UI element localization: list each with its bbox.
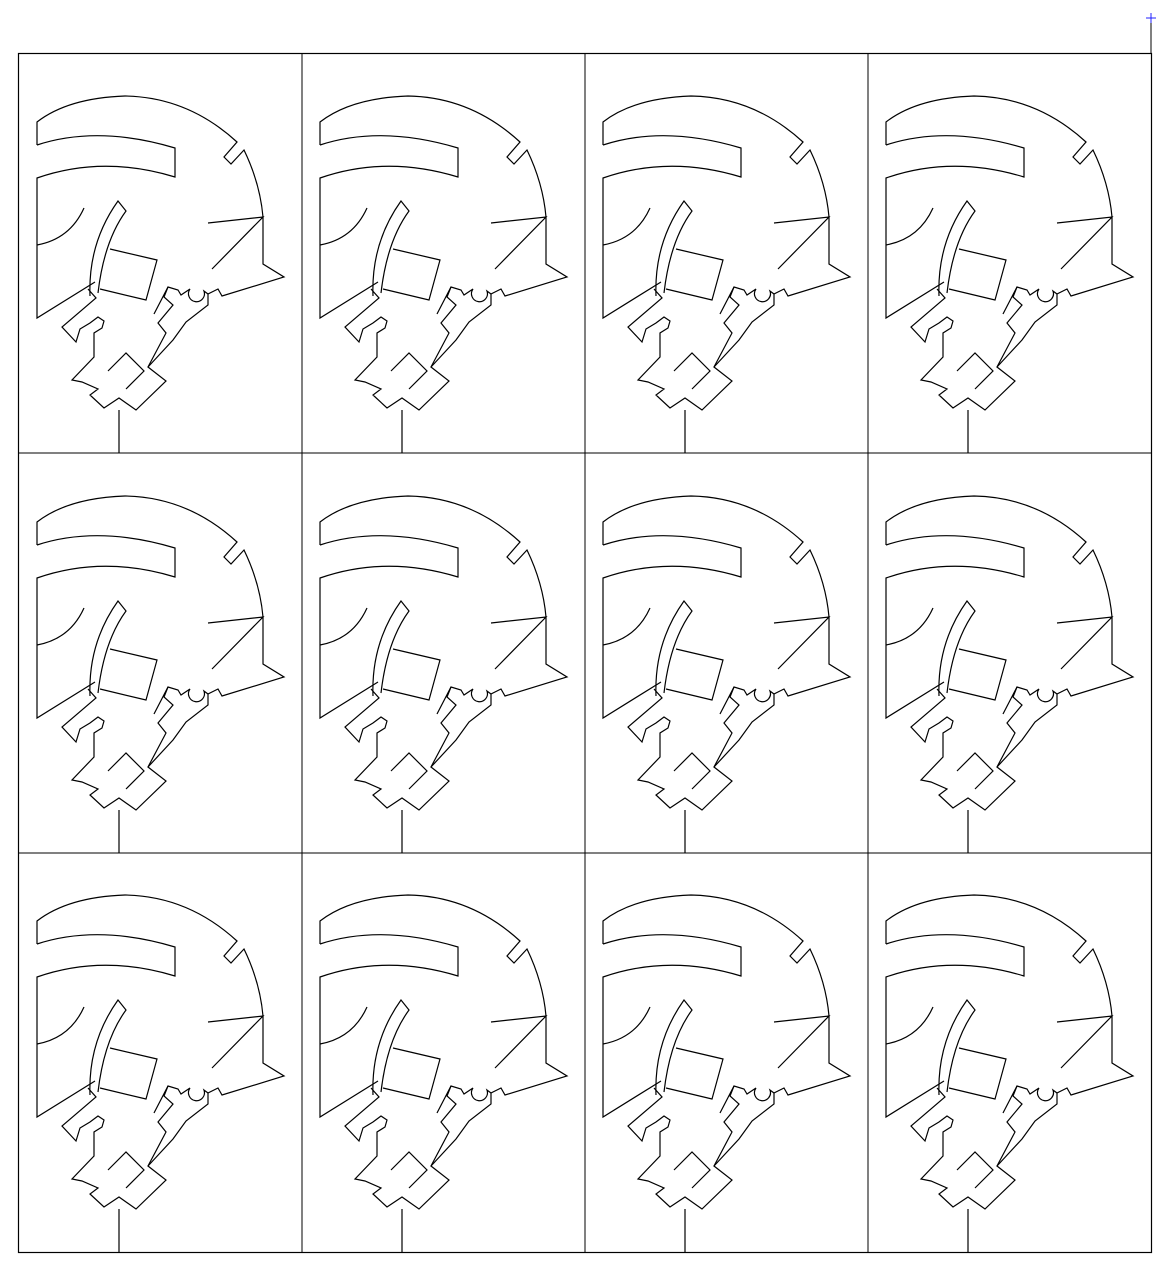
part	[36, 95, 285, 454]
part	[885, 495, 1134, 854]
part	[319, 894, 568, 1253]
part	[319, 495, 568, 854]
part	[885, 894, 1134, 1253]
part	[319, 95, 568, 454]
part	[885, 95, 1134, 454]
part	[602, 894, 851, 1253]
part	[602, 95, 851, 454]
part	[602, 495, 851, 854]
part	[36, 894, 285, 1253]
part	[36, 495, 285, 854]
